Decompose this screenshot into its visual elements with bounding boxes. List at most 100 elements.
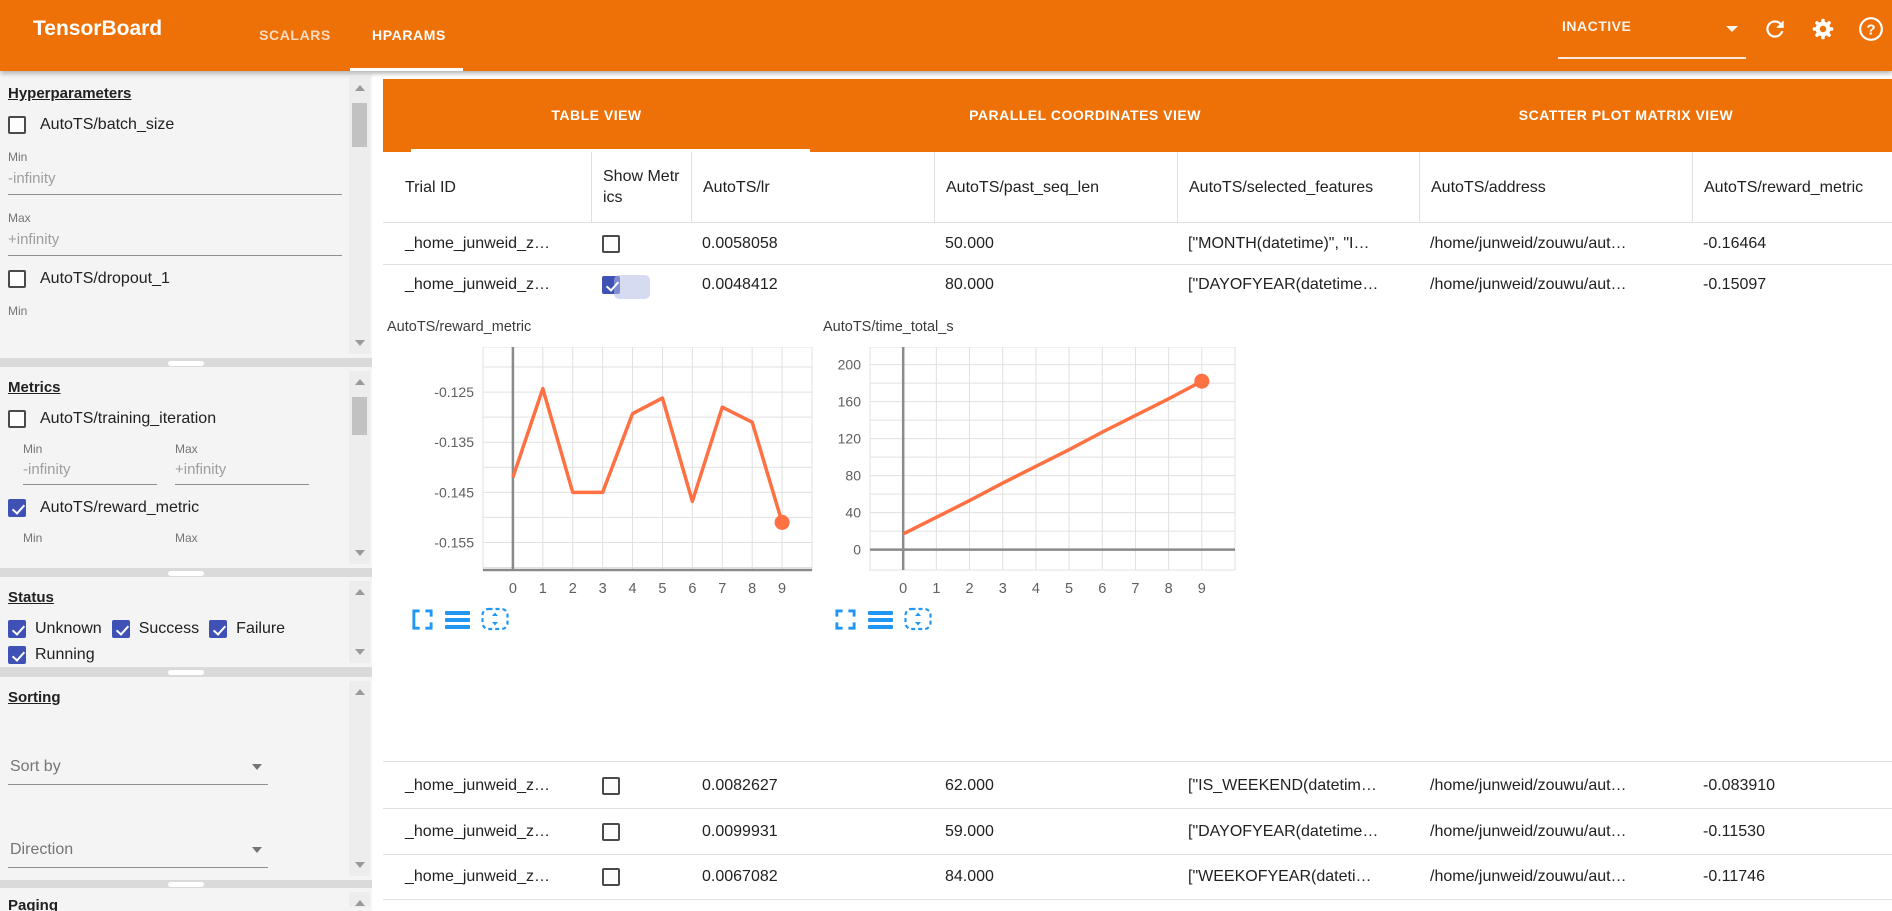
min-field[interactable]: Min -infinity (8, 150, 342, 195)
col-reward-metric[interactable]: AutoTS/reward_metric (1692, 152, 1892, 222)
show-metrics-checkbox[interactable] (602, 275, 650, 299)
panel-divider[interactable] (0, 880, 372, 888)
checkbox[interactable] (209, 620, 228, 638)
max-label: Max (175, 531, 198, 545)
max-input[interactable]: +infinity (8, 225, 342, 256)
section-scrollbar[interactable] (349, 581, 370, 663)
panel-divider[interactable] (0, 667, 372, 677)
trial-id-cell: _home_junweid_z… (405, 868, 550, 885)
fit-domain-icon[interactable] (481, 607, 509, 631)
view-list-icon[interactable] (445, 608, 470, 631)
checkbox[interactable] (8, 499, 26, 517)
scroll-up-icon[interactable] (355, 689, 365, 695)
status-unknown[interactable]: Unknown (8, 620, 102, 638)
status-success[interactable]: Success (111, 620, 199, 638)
max-field[interactable]: Max +infinity (175, 428, 309, 485)
direction-select[interactable]: Direction (8, 837, 268, 868)
svg-text:?: ? (1866, 21, 1875, 38)
divider-handle[interactable] (168, 570, 204, 576)
col-lr[interactable]: AutoTS/lr (691, 152, 934, 222)
checkbox[interactable] (8, 116, 26, 134)
svg-text:3: 3 (599, 581, 607, 597)
section-scrollbar[interactable] (349, 371, 370, 564)
scroll-down-icon[interactable] (355, 649, 365, 655)
status-running[interactable]: Running (8, 646, 95, 664)
help-icon[interactable]: ? (1858, 16, 1884, 42)
panel-divider[interactable] (0, 358, 372, 367)
scroll-thumb[interactable] (352, 397, 367, 435)
section-scrollbar[interactable] (349, 77, 370, 354)
checkbox[interactable] (8, 410, 26, 428)
tab-parallel-coordinates-view[interactable]: PARALLEL COORDINATES VIEW (969, 107, 1201, 123)
tab-table-view[interactable]: TABLE VIEW (551, 107, 642, 123)
run-status-select[interactable]: INACTIVE (1558, 14, 1746, 59)
svg-text:120: 120 (838, 431, 862, 447)
min-label: Min (8, 150, 28, 164)
checkbox[interactable] (111, 620, 130, 638)
checkbox[interactable] (8, 270, 26, 288)
scroll-thumb[interactable] (352, 103, 367, 147)
panel-divider[interactable] (0, 568, 372, 577)
scroll-up-icon[interactable] (355, 900, 365, 906)
min-input[interactable]: -infinity (23, 456, 157, 485)
reward-metric-cell: -0.16464 (1703, 234, 1767, 252)
fullscreen-icon[interactable] (834, 608, 857, 631)
metric-training-iteration-row[interactable]: AutoTS/training_iteration (8, 410, 372, 428)
hparam-label: AutoTS/batch_size (40, 116, 175, 133)
min-field[interactable]: Min -infinity (23, 428, 157, 485)
show-metrics-checkbox[interactable] (602, 234, 620, 253)
svg-text:5: 5 (1065, 581, 1073, 597)
section-hyperparameters: Hyperparameters AutoTS/batch_size Min -i… (0, 73, 372, 358)
min-label: Min (23, 531, 43, 545)
divider-handle[interactable] (168, 670, 204, 675)
max-field[interactable]: Max +infinity (8, 211, 342, 256)
col-address[interactable]: AutoTS/address (1419, 152, 1692, 222)
tab-hparams[interactable]: HPARAMS (372, 27, 446, 43)
table-row: _home_junweid_z… 0.0058058 50.000 ["MONT… (383, 223, 1892, 265)
reward-metric-line-chart[interactable]: -0.125 -0.135 -0.145 -0.155 0 1 2 3 4 5 6 7 8 9 (383, 347, 820, 599)
active-view-indicator (411, 149, 810, 152)
divider-handle[interactable] (168, 882, 204, 887)
svg-text:7: 7 (718, 581, 726, 597)
min-input[interactable]: -infinity (8, 164, 342, 195)
address-cell: /home/junweid/zouwu/aut… (1430, 822, 1627, 840)
fullscreen-icon[interactable] (411, 608, 434, 631)
col-trial-id[interactable]: Trial ID (405, 178, 456, 196)
status-failure[interactable]: Failure (209, 620, 285, 638)
hparam-dropout-row[interactable]: AutoTS/dropout_1 (8, 270, 372, 288)
scroll-up-icon[interactable] (355, 379, 365, 385)
scroll-up-icon[interactable] (355, 589, 365, 595)
svg-text:7: 7 (1131, 581, 1139, 597)
svg-text:200: 200 (838, 357, 862, 373)
sort-by-select[interactable]: Sort by (8, 754, 268, 785)
tab-scalars[interactable]: SCALARS (259, 27, 331, 43)
address-cell: /home/junweid/zouwu/aut… (1430, 868, 1627, 885)
max-input[interactable]: +infinity (175, 456, 309, 485)
show-metrics-checkbox[interactable] (602, 822, 620, 841)
gear-icon[interactable] (1810, 16, 1836, 42)
section-scrollbar[interactable] (349, 892, 370, 907)
scroll-down-icon[interactable] (355, 340, 365, 346)
metric-reward-metric-row[interactable]: AutoTS/reward_metric (8, 499, 372, 517)
checkbox[interactable] (8, 646, 26, 664)
hparam-batch-size-row[interactable]: AutoTS/batch_size (8, 116, 372, 134)
time-total-line-chart[interactable]: 200 160 120 80 40 0 0 1 2 3 4 5 6 7 8 9 (823, 347, 1263, 599)
col-selected-features[interactable]: AutoTS/selected_features (1177, 152, 1419, 222)
tab-scatter-plot-matrix-view[interactable]: SCATTER PLOT MATRIX VIEW (1518, 107, 1734, 123)
checkbox[interactable] (8, 620, 26, 638)
scroll-up-icon[interactable] (355, 85, 365, 91)
col-past-seq-len[interactable]: AutoTS/past_seq_len (934, 152, 1177, 222)
show-metrics-checkbox[interactable] (602, 868, 620, 886)
col-show-metrics[interactable]: Show Metrics (591, 152, 691, 222)
show-metrics-checkbox[interactable] (602, 777, 620, 795)
refresh-icon[interactable] (1762, 16, 1788, 42)
table-header: Trial ID Show Metrics AutoTS/lr AutoTS/p… (383, 152, 1892, 223)
scroll-down-icon[interactable] (355, 550, 365, 556)
divider-handle[interactable] (168, 360, 204, 366)
scroll-down-icon[interactable] (355, 862, 365, 868)
fit-domain-icon[interactable] (904, 607, 932, 631)
view-list-icon[interactable] (868, 608, 893, 631)
app-title: TensorBoard (33, 17, 163, 40)
chart-title: AutoTS/time_total_s (823, 319, 954, 335)
section-scrollbar[interactable] (349, 681, 370, 876)
